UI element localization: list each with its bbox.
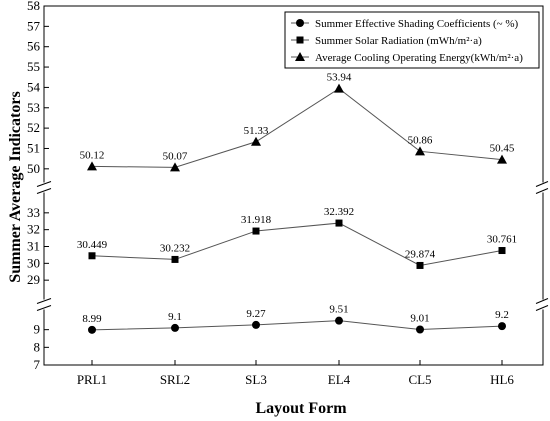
y-tick-label: 7: [34, 357, 41, 372]
series-square: 30.449 30.232 31.918 32.392 29.874 30.761: [77, 206, 517, 269]
x-tick-label: SL3: [245, 372, 267, 387]
legend-box: [284, 11, 540, 69]
y-tick-label: 55: [27, 59, 40, 74]
data-point-circle: [416, 325, 424, 334]
data-point-triangle: [87, 161, 97, 171]
axis-break-gap: [537, 299, 549, 310]
data-label: 50.86: [408, 134, 433, 146]
data-label: 50.07: [163, 150, 188, 162]
data-label: 31.918: [241, 214, 272, 226]
data-point-circle: [335, 316, 343, 325]
axis-break-mark: [535, 298, 549, 304]
data-label: 9.01: [410, 312, 429, 324]
y-tick-label: 52: [27, 120, 40, 135]
y-tick-label: 8: [34, 339, 41, 354]
y-tick-label: 33: [27, 205, 40, 220]
legend-marker: [296, 36, 304, 44]
x-axis-title: Layout Form: [255, 400, 347, 417]
data-point-triangle: [415, 146, 425, 156]
data-point-circle: [252, 320, 260, 329]
x-tick-label: HL6: [490, 372, 514, 387]
legend-marker: [295, 52, 305, 61]
data-label: 8.99: [82, 313, 102, 325]
x-tick-label: PRL1: [77, 372, 107, 387]
legend-label: Average Cooling Operating Energy(kWh/m²·…: [315, 52, 523, 64]
axis-break-mark: [36, 181, 52, 187]
legend-item: Average Cooling Operating Energy(kWh/m²·…: [291, 52, 523, 64]
axis-break-mark: [535, 181, 549, 187]
legend-item: Summer Effective Shading Coefficients (~…: [291, 18, 519, 30]
axis-break-gap: [537, 182, 549, 193]
data-point-square: [252, 227, 260, 235]
data-label: 32.392: [324, 206, 354, 218]
plot-frame: [36, 5, 549, 366]
y-axis-title: Summer Average Indicators: [7, 91, 24, 282]
series-triangle: 50.12 50.07 51.33 53.94 50.86 50.45: [80, 72, 515, 172]
data-point-circle: [88, 325, 96, 334]
data-label: 53.94: [327, 72, 352, 84]
axis-break-mark: [535, 305, 549, 311]
y-tick-label: 57: [27, 18, 41, 33]
series-circle: 8.99 9.1 9.27 9.51 9.01 9.2: [82, 304, 509, 334]
data-label: 29.874: [405, 248, 436, 260]
series-line: [91, 222, 503, 266]
data-point-triangle: [334, 83, 344, 93]
axis-break-mark: [36, 298, 52, 304]
axis-break-mark: [535, 188, 549, 194]
y-tick-label: 31: [27, 239, 40, 254]
legend-marker: [296, 19, 304, 27]
data-point-circle: [171, 323, 179, 332]
y-tick-label: 32: [27, 222, 40, 237]
data-label: 9.2: [495, 309, 509, 321]
y-tick-label: 58: [27, 0, 40, 13]
series-layer: 8.99 9.1 9.27 9.51 9.01 9.2 30.449 30.232 31.918…: [77, 72, 517, 334]
data-point-square: [171, 255, 179, 263]
legend-label: Summer Effective Shading Coefficients (~…: [315, 18, 519, 30]
data-label: 9.27: [246, 308, 266, 320]
data-point-triangle: [251, 136, 261, 146]
y-tick-label: 56: [27, 39, 41, 54]
data-label: 50.12: [80, 149, 105, 161]
x-tick-label: SRL2: [160, 372, 190, 387]
y-tick-label: 29: [27, 272, 40, 287]
y-tick-label: 9: [34, 322, 41, 337]
data-label: 9.51: [329, 304, 348, 316]
legend-label: Summer Solar Radiation (mWh/m²·a): [315, 35, 482, 47]
data-label: 30.232: [160, 242, 190, 254]
x-tick-label: EL4: [328, 372, 351, 387]
data-point-square: [498, 247, 506, 255]
data-label: 9.1: [168, 311, 182, 323]
data-point-square: [335, 219, 343, 227]
y-tick-label: 50: [27, 161, 40, 176]
data-point-circle: [498, 322, 506, 331]
series-line: [91, 88, 503, 168]
legend-item: Summer Solar Radiation (mWh/m²·a): [291, 35, 482, 47]
y-tick-label: 51: [27, 140, 40, 155]
data-point-triangle: [170, 162, 180, 172]
y-tick-label: 54: [27, 79, 41, 94]
data-point-square: [88, 252, 96, 260]
data-label: 30.449: [77, 239, 108, 251]
y-tick-label: 30: [27, 255, 40, 270]
data-point-square: [416, 261, 424, 269]
data-point-triangle: [497, 154, 507, 164]
series-line: [91, 320, 503, 331]
axis-break-mark: [36, 305, 52, 311]
x-tick-label: CL5: [408, 372, 431, 387]
axis-break-gap: [38, 182, 50, 193]
data-label: 30.761: [487, 234, 517, 246]
data-label: 50.45: [490, 143, 515, 155]
y-tick-label: 53: [27, 100, 40, 115]
legend: Summer Effective Shading Coefficients (~…: [284, 11, 540, 69]
axis-break-mark: [36, 188, 52, 194]
axis-break-gap: [38, 299, 50, 310]
data-label: 51.33: [244, 125, 269, 137]
